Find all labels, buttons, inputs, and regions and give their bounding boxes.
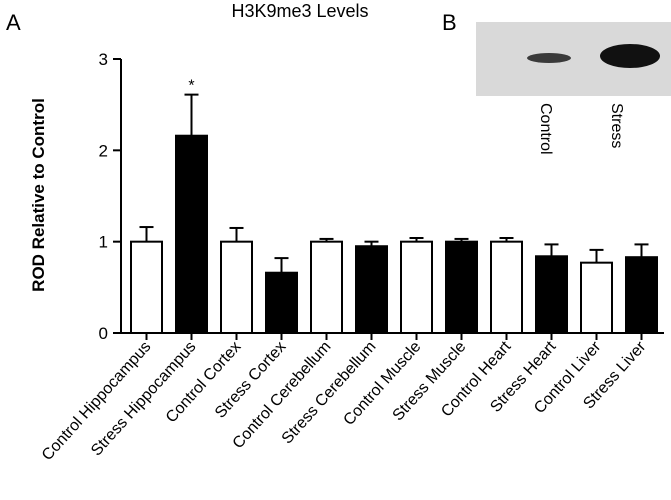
panel-label: B: [442, 10, 457, 35]
bar: [265, 271, 298, 334]
bar: [625, 256, 658, 334]
blot-band: [600, 44, 660, 68]
y-tick-label: 3: [99, 50, 108, 69]
bar: [490, 240, 523, 335]
y-tick-label: 0: [99, 324, 108, 343]
bar: [355, 245, 388, 335]
western-blot: [476, 22, 671, 96]
lane-label: Control: [537, 103, 554, 155]
bar: [310, 240, 343, 335]
y-tick-label: 1: [99, 233, 108, 252]
chart-title: H3K9me3 Levels: [231, 1, 368, 21]
annotation: *: [188, 78, 194, 95]
bar: [580, 261, 613, 335]
bar: [445, 240, 478, 335]
bar: [175, 134, 208, 334]
x-tick-label: Control Muscle: [340, 338, 424, 429]
bar: [535, 255, 568, 334]
panel-label: A: [6, 10, 21, 35]
lane-label: Stress: [608, 103, 625, 148]
bar: [400, 240, 433, 335]
blot-band: [527, 53, 571, 63]
bar: [220, 240, 253, 335]
y-tick-label: 2: [99, 141, 108, 160]
bar: [130, 240, 163, 335]
y-axis-title: ROD Relative to Control: [29, 98, 48, 292]
